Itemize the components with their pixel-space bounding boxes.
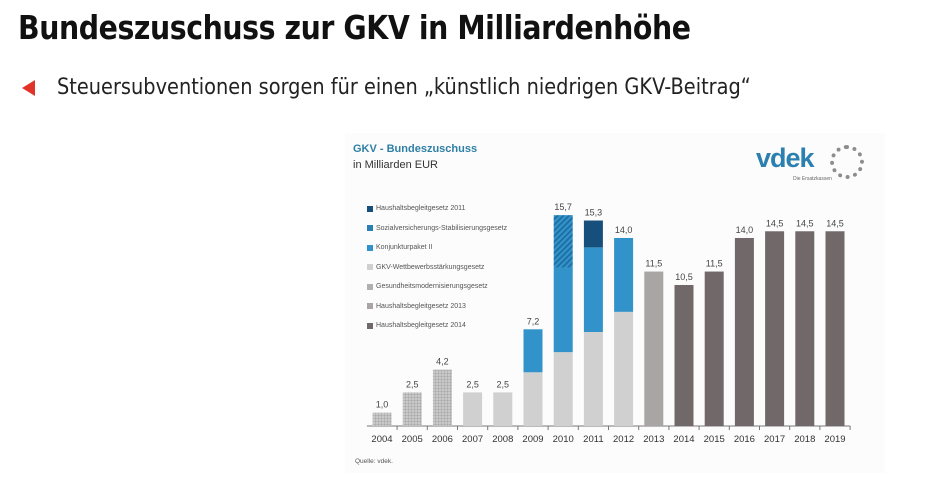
bar-value-label: 4,2: [436, 357, 449, 367]
bullet-text: Steuersubventionen sorgen für einen „kün…: [57, 75, 751, 100]
legend-swatch: [367, 303, 373, 310]
bar-segment-2010-s3: [553, 215, 573, 268]
bar-segment-2009-s2: [523, 329, 543, 373]
bar-segment-2012-s1: [614, 311, 634, 426]
bar-value-label: 14,0: [615, 225, 633, 235]
bar-segment-2010-s1: [553, 352, 573, 426]
bar-segment-2008-s1: [493, 392, 513, 426]
x-tick-label: 2005: [402, 434, 423, 445]
slide-title: Bundeszuschuss zur GKV in Milliardenhöhe: [18, 8, 691, 47]
x-tick-label: 2017: [764, 434, 785, 445]
legend-swatch: [367, 322, 373, 329]
legend-item: Haushaltsbegleitgesetz 2011: [367, 199, 507, 219]
bar-segment-2013-s5: [644, 271, 664, 426]
logo-wordmark: vdek: [756, 143, 815, 173]
bar-segment-2011-s2: [583, 247, 603, 332]
bar-value-label: 2,5: [406, 379, 419, 389]
x-tick-label: 2016: [734, 434, 755, 445]
legend-label: Haushaltsbegleitgesetz 2013: [376, 302, 466, 310]
legend-label: Gesundheitsmodernisierungsgesetz: [376, 283, 488, 291]
logo-tagline: Die Ersatzkassen: [793, 176, 832, 182]
chart-panel: 1,0 2004 2,5 2005 4,2 2006 2,5 2007 2,5 2008 7,2 20…: [345, 133, 885, 473]
bar-value-label: 2,5: [497, 379, 510, 389]
chart-subtitle: in Milliarden EUR: [353, 159, 438, 171]
chart-title: GKV - Bundeszuschuss: [353, 143, 478, 155]
bar-segment-2018-s6: [795, 231, 815, 426]
bar-segment-2019-s6: [825, 231, 845, 426]
x-tick-label: 2009: [522, 434, 543, 445]
chart-legend: Haushaltsbegleitgesetz 2011 Sozialversich…: [367, 199, 507, 336]
x-tick-label: 2010: [553, 434, 574, 445]
bar-value-label: 14,5: [826, 218, 844, 228]
bar-value-label: 1,0: [376, 400, 389, 410]
bar-segment-2010-s2: [553, 267, 573, 353]
bar-value-label: 15,3: [585, 208, 603, 218]
bar-value-label: 14,0: [736, 225, 754, 235]
bar-segment-2005-s0: [402, 392, 422, 426]
x-tick-label: 2011: [583, 434, 603, 445]
legend-label: GKV-Wettbewerbsstärkungsgesetz: [376, 263, 485, 271]
bar-segment-2006-s0: [432, 369, 452, 426]
legend-item: Sozialversicherungs-Stabilisierungsgeset…: [367, 219, 507, 239]
x-tick-label: 2004: [371, 434, 392, 445]
vdek-logo: vdek Die Ersatzkassen: [750, 143, 880, 188]
legend-swatch: [367, 205, 373, 212]
bar-segment-2014-s6: [674, 284, 694, 426]
bar-value-label: 11,5: [645, 259, 662, 269]
legend-item: Haushaltsbegleitgesetz 2013: [367, 297, 507, 317]
legend-label: Haushaltsbegleitgesetz 2011: [376, 205, 466, 213]
bar-segment-2016-s6: [734, 237, 754, 426]
bar-value-label: 15,7: [554, 202, 572, 212]
legend-label: Sozialversicherungs-Stabilisierungsgeset…: [376, 224, 508, 232]
x-tick-label: 2006: [432, 434, 453, 445]
bar-segment-2004-s0: [372, 412, 392, 426]
bar-value-label: 14,5: [766, 218, 784, 228]
x-tick-label: 2014: [673, 434, 694, 445]
legend-swatch: [367, 244, 373, 251]
x-tick-label: 2013: [643, 434, 664, 445]
bar-segment-2015-s6: [704, 271, 724, 426]
bar-value-label: 10,5: [675, 272, 693, 282]
chart-svg: 1,0 2004 2,5 2005 4,2 2006 2,5 2007 2,5 2008 7,2 20…: [366, 202, 851, 445]
bar-segment-2007-s1: [463, 392, 483, 426]
logo-ring-icon: [830, 145, 864, 179]
chart-source: Quelle: vdek.: [355, 458, 393, 465]
legend-item: Haushaltsbegleitgesetz 2014: [367, 316, 507, 336]
legend-swatch: [367, 264, 373, 271]
x-tick-label: 2007: [462, 434, 483, 445]
bar-segment-2011-s4: [583, 220, 603, 248]
bar-segment-2017-s6: [765, 231, 785, 426]
bar-value-label: 2,5: [466, 379, 479, 389]
legend-item: Gesundheitsmodernisierungsgesetz: [367, 277, 507, 297]
legend-item: Konjunkturpaket II: [367, 238, 507, 258]
x-tick-label: 2015: [704, 434, 725, 445]
bar-value-label: 11,5: [706, 259, 723, 269]
bullet-triangle-icon: [22, 80, 35, 96]
legend-label: Haushaltsbegleitgesetz 2014: [376, 322, 466, 330]
bar-segment-2011-s1: [583, 331, 603, 426]
legend-swatch: [367, 225, 373, 232]
legend-swatch: [367, 283, 373, 290]
bar-value-label: 7,2: [527, 316, 540, 326]
x-tick-label: 2012: [613, 434, 634, 445]
bar-segment-2009-s1: [523, 372, 543, 426]
x-tick-label: 2018: [794, 434, 815, 445]
x-tick-label: 2008: [492, 434, 513, 445]
legend-label: Konjunkturpaket II: [376, 244, 433, 252]
x-tick-label: 2019: [824, 434, 845, 445]
bar-value-label: 14,5: [796, 218, 814, 228]
legend-item: GKV-Wettbewerbsstärkungsgesetz: [367, 258, 507, 278]
bar-segment-2012-s2: [614, 237, 634, 312]
